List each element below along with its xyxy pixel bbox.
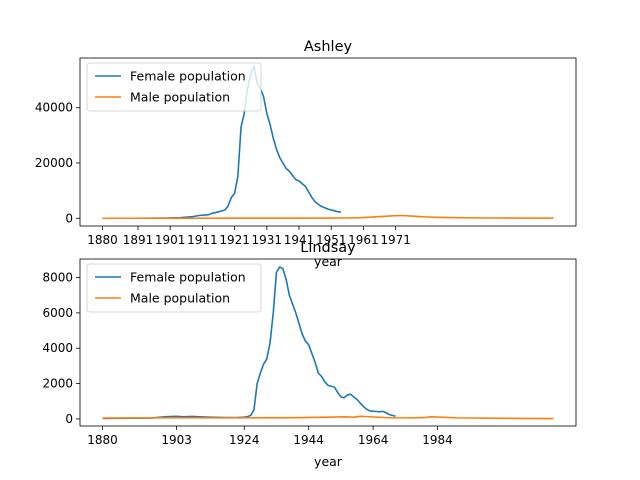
chart-panel-2: 1880 1903 1924 1944 1964 1984 0 2000 4000 6000 800… — [42, 240, 577, 469]
x-tick-label: 1971 — [380, 233, 411, 247]
y-tick-label: 0 — [65, 412, 73, 426]
chart-title: Ashley — [304, 39, 353, 55]
series-group — [102, 266, 554, 420]
series-line-male — [102, 214, 554, 220]
x-tick-label: 1944 — [293, 433, 324, 447]
series-line-female — [102, 65, 342, 220]
x-tick-label: 1901 — [155, 233, 186, 247]
x-tick-label: 1984 — [422, 433, 453, 447]
x-tick-label: 1880 — [87, 433, 118, 447]
legend-entry: Male population — [130, 291, 230, 306]
x-tick-label: 1961 — [348, 233, 379, 247]
y-tick-label: 6000 — [42, 306, 73, 320]
legend-box — [86, 263, 262, 313]
chart-title: Lindsay — [300, 240, 356, 256]
x-tick-label: 1931 — [252, 233, 283, 247]
legend-entry: Female population — [130, 270, 246, 285]
x-axis-label: year — [314, 254, 343, 269]
series-group — [102, 65, 554, 220]
x-tick-label: 1903 — [161, 433, 192, 447]
y-tick-label: 8000 — [42, 271, 73, 285]
x-tick-label: 1924 — [229, 433, 260, 447]
y-tick-label: 2000 — [42, 377, 73, 391]
x-axis-label: year — [314, 454, 343, 469]
legend-box — [86, 62, 262, 112]
x-tick-label: 1951 — [316, 233, 347, 247]
chart-panel-1: 1880 1891 1901 1911 1921 1931 1941 1951 1961 1971… — [35, 39, 577, 269]
plot-frame — [79, 57, 577, 227]
series-line-male — [102, 415, 554, 420]
y-tick-label: 0 — [65, 211, 73, 225]
x-tick-label: 1891 — [123, 233, 154, 247]
x-tick-label: 1921 — [219, 233, 250, 247]
x-tick-label: 1964 — [358, 433, 389, 447]
y-tick-label: 4000 — [42, 341, 73, 355]
legend-entry: Female population — [130, 69, 246, 84]
x-tick-label: 1941 — [284, 233, 315, 247]
legend-entry: Male population — [130, 90, 230, 105]
y-tick-label: 40000 — [35, 101, 73, 115]
y-tick-label: 20000 — [35, 156, 73, 170]
x-tick-label: 1911 — [187, 233, 218, 247]
x-tick-label: 1880 — [87, 233, 118, 247]
plot-frame — [79, 258, 577, 427]
